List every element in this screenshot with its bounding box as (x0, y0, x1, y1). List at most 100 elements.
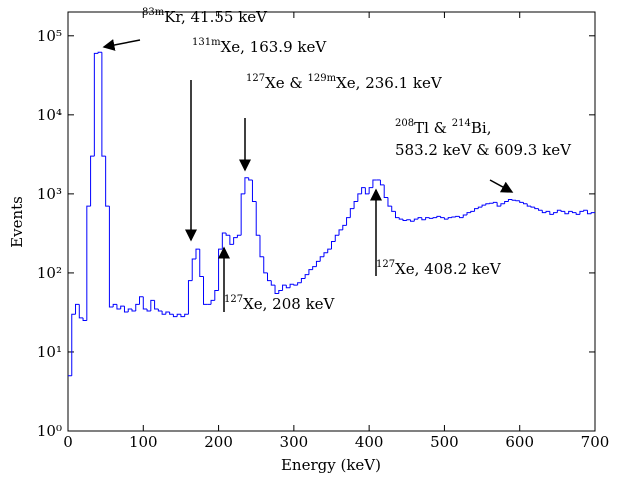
histogram-step (349, 208, 355, 218)
histogram-step (93, 52, 99, 157)
histogram-step (447, 217, 452, 220)
histogram-step (289, 283, 294, 288)
histogram-step (86, 205, 91, 321)
histogram-step (368, 187, 373, 194)
annotation: 583.2 keV & 609.3 keV (395, 141, 572, 159)
histogram-step (75, 303, 80, 315)
annotation-text: Bi, (471, 119, 492, 137)
histogram-step (267, 272, 272, 282)
annotation-text: Kr, 41.55 keV (164, 8, 268, 26)
histogram-step (116, 304, 121, 310)
annotation: 127Xe, 208 keV (224, 294, 336, 313)
histogram-step (432, 217, 437, 219)
histogram-step (575, 212, 580, 215)
histogram-step (278, 289, 283, 294)
annotation-sup: 127 (224, 294, 243, 305)
histogram-step (538, 208, 543, 211)
histogram-step (425, 217, 430, 220)
histogram-step (180, 314, 185, 318)
histogram-step (236, 234, 242, 238)
histogram-step (312, 266, 317, 270)
histogram-step (504, 201, 509, 204)
histogram-step (308, 269, 313, 275)
annotation: 127Xe, 408.2 keV (376, 259, 502, 278)
histogram-step (131, 308, 136, 312)
x-tick-label: 100 (129, 433, 158, 451)
histogram-step (331, 240, 336, 250)
histogram-step (233, 237, 238, 245)
plot-frame (67, 11, 596, 432)
histogram-step (391, 206, 396, 212)
histogram-step (240, 193, 245, 236)
histogram-step (458, 216, 464, 219)
histogram-step (492, 201, 498, 204)
histogram-step (225, 232, 230, 236)
x-tick-label: 400 (355, 433, 384, 451)
histogram-step (507, 198, 513, 202)
x-axis-label: Energy (keV) (281, 456, 381, 474)
histogram-step (342, 224, 347, 230)
histogram-step (218, 248, 223, 291)
annotation-sup: 129m (308, 73, 337, 84)
histogram-step (142, 296, 148, 310)
histogram-step (571, 211, 577, 214)
histogram-step (274, 285, 279, 294)
histogram-step (353, 201, 358, 209)
histogram-step (78, 304, 84, 319)
annotation-text: Xe, 208 keV (243, 295, 335, 313)
histogram-step (586, 210, 592, 215)
histogram-step (436, 215, 441, 218)
histogram-step (541, 210, 547, 214)
histogram-step (263, 256, 268, 274)
histogram-step (127, 308, 132, 313)
histogram-step (282, 284, 287, 291)
histogram-step (244, 177, 249, 194)
histogram-step (184, 313, 189, 317)
histogram-step (191, 258, 196, 281)
histogram-step (285, 285, 291, 289)
histogram-step (172, 314, 178, 318)
histogram-step (361, 187, 366, 194)
annotation-text: Xe & (265, 74, 307, 92)
histogram-step (293, 284, 298, 286)
histogram-step (105, 156, 110, 207)
histogram-step (319, 256, 324, 262)
histogram-step (251, 179, 257, 203)
histogram-step (451, 216, 456, 218)
histogram-step (270, 280, 276, 286)
annotation-text: Tl & (414, 119, 452, 137)
histogram-step (443, 217, 449, 220)
histogram-step (255, 201, 260, 236)
histogram-step (357, 193, 362, 202)
annotation-sup: 214 (452, 118, 471, 129)
x-tick-label: 500 (430, 433, 459, 451)
histogram-step (522, 202, 528, 205)
histogram-step (398, 217, 404, 220)
histogram-step (500, 203, 505, 207)
histogram-step (203, 276, 208, 305)
histogram-step (150, 299, 155, 311)
histogram-step (428, 217, 434, 219)
histogram-step (135, 303, 140, 311)
annotation-sup: 83m (142, 7, 165, 18)
histogram-step (101, 52, 106, 157)
histogram-step (579, 210, 584, 215)
histogram-step (176, 313, 181, 317)
histogram-step (214, 289, 219, 301)
histogram-step (387, 197, 392, 207)
histogram-step (71, 313, 76, 376)
y-axis-label: Events (8, 196, 26, 248)
annotation-sup: 208 (395, 118, 414, 129)
histogram-step (530, 206, 535, 208)
histogram-step (519, 200, 524, 203)
y-tick-label: 10² (37, 264, 62, 282)
histogram-step (568, 210, 573, 214)
histogram-step (146, 308, 151, 312)
histogram-step (323, 252, 328, 257)
histogram-step (590, 212, 595, 214)
histogram-step (496, 202, 501, 207)
histogram-step (511, 199, 516, 201)
histogram-step (455, 215, 460, 217)
histogram-step (440, 216, 445, 219)
